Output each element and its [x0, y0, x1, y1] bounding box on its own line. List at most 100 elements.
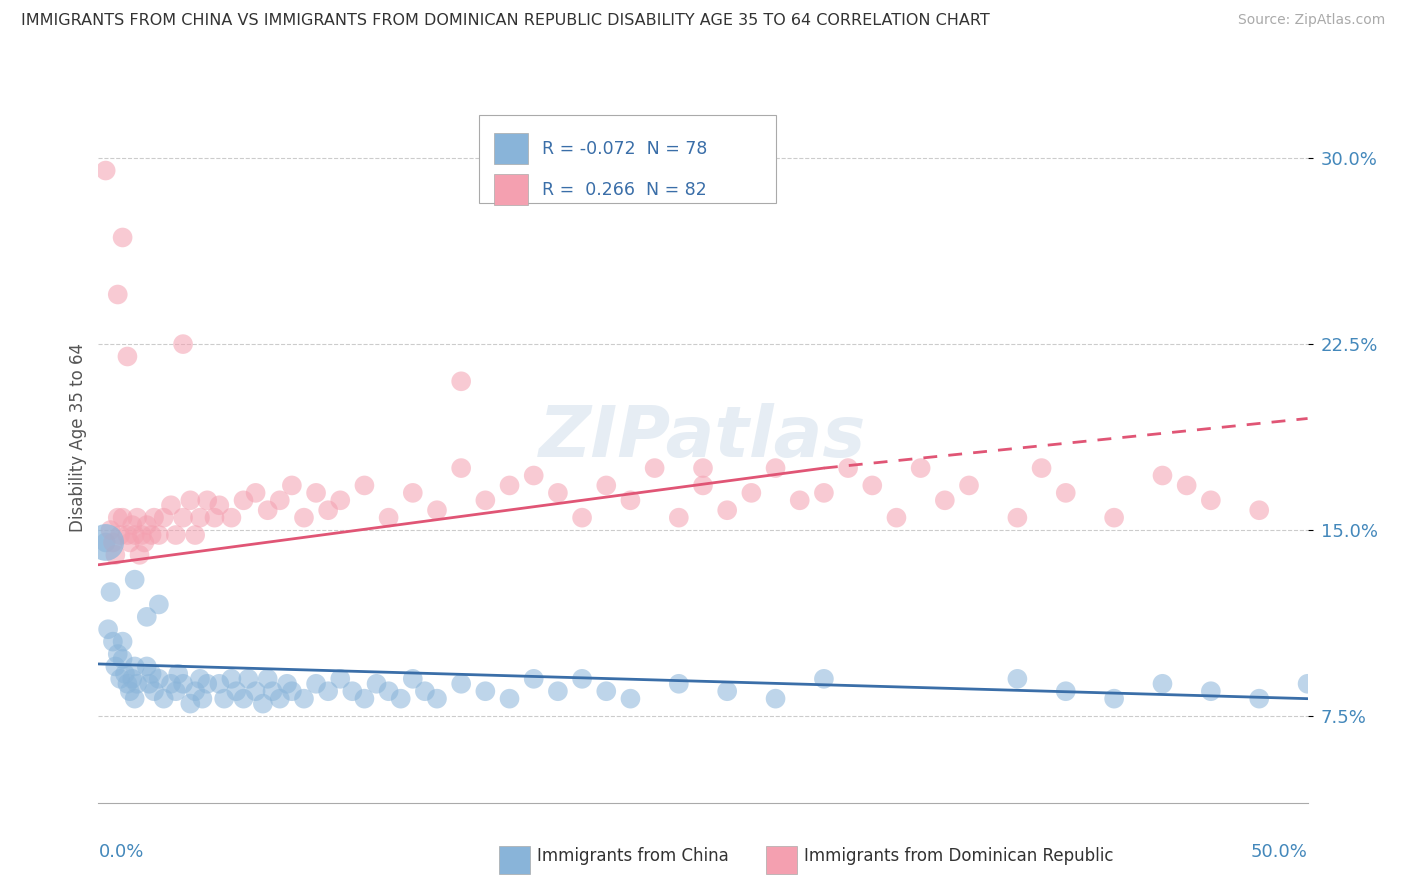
Point — [1249, 503, 1271, 517]
Point — [160, 677, 183, 691]
Point — [104, 659, 127, 673]
Point — [100, 585, 122, 599]
Point — [498, 691, 520, 706]
Point — [165, 528, 187, 542]
Y-axis label: Disability Age 35 to 64: Disability Age 35 to 64 — [69, 343, 87, 532]
Point — [124, 691, 146, 706]
Point — [256, 672, 278, 686]
Point — [450, 374, 472, 388]
FancyBboxPatch shape — [494, 133, 527, 164]
Point — [121, 518, 143, 533]
Point — [1175, 478, 1198, 492]
Point — [474, 493, 496, 508]
Point — [1199, 493, 1222, 508]
Point — [114, 666, 136, 681]
Point — [107, 510, 129, 524]
Point — [957, 478, 980, 492]
Point — [316, 684, 339, 698]
Point — [195, 493, 218, 508]
Text: R = -0.072  N = 78: R = -0.072 N = 78 — [543, 140, 707, 158]
Point — [1007, 672, 1029, 686]
Point — [111, 510, 134, 524]
Point — [1031, 461, 1053, 475]
Point — [208, 677, 231, 691]
Point — [1102, 510, 1125, 524]
Point — [716, 684, 738, 698]
Point — [141, 528, 163, 542]
Point — [1199, 684, 1222, 698]
Point — [644, 461, 666, 475]
Point — [269, 493, 291, 508]
Text: Immigrants from Dominican Republic: Immigrants from Dominican Republic — [804, 847, 1114, 865]
Point — [111, 634, 134, 648]
Point — [571, 510, 593, 524]
Point — [184, 528, 207, 542]
Point — [595, 684, 617, 698]
Point — [131, 528, 153, 542]
Point — [225, 684, 247, 698]
Point — [124, 659, 146, 673]
Point — [523, 672, 546, 686]
Text: ZIPatlas: ZIPatlas — [540, 402, 866, 472]
Point — [135, 518, 157, 533]
Point — [281, 478, 304, 492]
Point — [138, 677, 160, 691]
Point — [377, 684, 399, 698]
Point — [305, 486, 328, 500]
Point — [179, 493, 201, 508]
Point — [1152, 468, 1174, 483]
Point — [127, 677, 149, 691]
Point — [165, 684, 187, 698]
Point — [108, 528, 131, 542]
Point — [245, 684, 267, 698]
Point — [450, 677, 472, 691]
Point — [148, 528, 170, 542]
Point — [204, 510, 226, 524]
Point — [668, 677, 690, 691]
Point — [100, 523, 122, 537]
Point — [124, 573, 146, 587]
Point — [547, 684, 569, 698]
Point — [353, 691, 375, 706]
Point — [426, 691, 449, 706]
Point — [547, 486, 569, 500]
Point — [595, 478, 617, 492]
Point — [252, 697, 274, 711]
Point — [121, 672, 143, 686]
Point — [108, 672, 131, 686]
Point — [117, 350, 139, 364]
Point — [104, 548, 127, 562]
Point — [160, 498, 183, 512]
Point — [94, 535, 117, 549]
Point — [107, 647, 129, 661]
Point — [413, 684, 436, 698]
FancyBboxPatch shape — [494, 175, 527, 205]
Point — [195, 677, 218, 691]
Point — [172, 510, 194, 524]
Point — [148, 598, 170, 612]
Point — [1007, 510, 1029, 524]
Point — [117, 528, 139, 542]
Point — [305, 677, 328, 691]
Point — [692, 461, 714, 475]
Point — [813, 672, 835, 686]
Text: Immigrants from China: Immigrants from China — [537, 847, 728, 865]
Point — [292, 510, 315, 524]
Point — [886, 510, 908, 524]
Point — [329, 672, 352, 686]
Point — [1054, 486, 1077, 500]
Point — [256, 503, 278, 517]
Point — [789, 493, 811, 508]
Point — [141, 666, 163, 681]
Point — [184, 684, 207, 698]
Point — [426, 503, 449, 517]
Point — [232, 493, 254, 508]
Point — [860, 478, 883, 492]
Point — [143, 510, 166, 524]
Point — [167, 666, 190, 681]
Point — [389, 691, 412, 706]
Point — [111, 652, 134, 666]
Point — [221, 510, 243, 524]
Point — [101, 634, 124, 648]
Point — [474, 684, 496, 698]
